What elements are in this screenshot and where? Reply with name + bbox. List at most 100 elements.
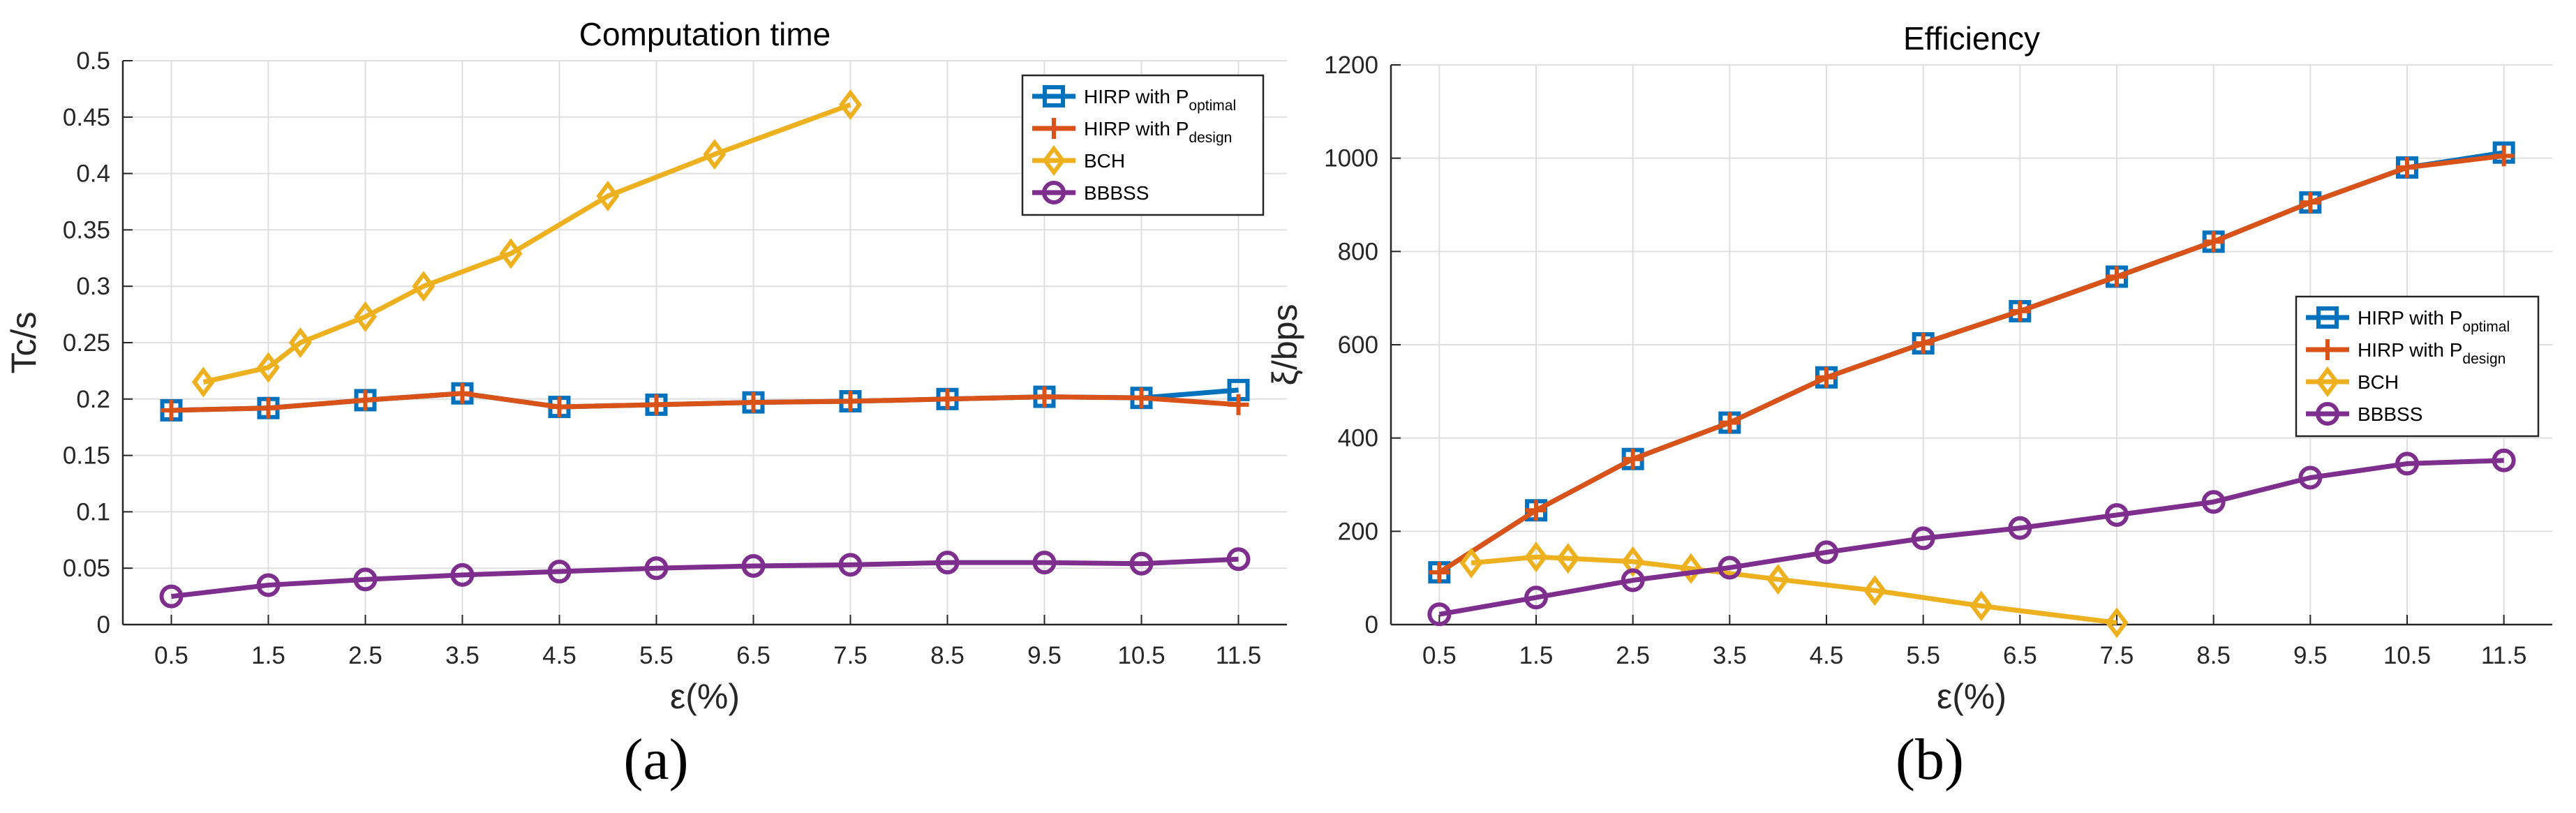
data-point	[703, 139, 727, 170]
data-point	[840, 391, 861, 412]
data-point	[2201, 490, 2226, 514]
data-point	[644, 556, 669, 581]
data-point	[256, 573, 281, 597]
panel-label-b: (b)	[1896, 727, 1964, 792]
y-axis-label: Tc/s	[4, 312, 43, 374]
x-tick-label: 10.5	[1117, 642, 1165, 669]
y-tick-label: 0.3	[76, 273, 110, 300]
data-point	[2317, 339, 2338, 360]
data-point	[2008, 516, 2032, 540]
data-point	[1524, 542, 1548, 573]
legend-entry: BBBSS	[1032, 181, 1149, 204]
y-tick-label: 0	[97, 611, 110, 639]
data-point	[258, 397, 279, 419]
chart-title: Computation time	[579, 16, 831, 52]
data-point	[1621, 546, 1645, 577]
x-tick-label: 11.5	[2481, 642, 2527, 669]
data-point	[2203, 231, 2224, 253]
series-line	[1438, 458, 2504, 617]
data-point	[2316, 306, 2339, 329]
data-point	[1129, 551, 1154, 576]
data-point	[741, 553, 766, 578]
y-tick-label: 0	[1365, 611, 1378, 639]
data-point	[2316, 366, 2339, 397]
data-point	[1679, 553, 1703, 584]
legend-label: BBBSS	[2358, 403, 2422, 425]
legend-subscript: design	[2462, 351, 2506, 367]
legend-label: BCH	[2358, 371, 2399, 393]
x-tick-label: 0.5	[1422, 642, 1457, 669]
data-point	[1621, 568, 1645, 592]
data-point	[1718, 555, 1742, 580]
data-point	[2395, 452, 2419, 476]
series-line	[1438, 153, 2505, 575]
data-point	[1043, 118, 1064, 139]
x-tick-label: 6.5	[2003, 642, 2037, 669]
data-point	[1032, 551, 1057, 575]
series-bch	[191, 89, 862, 398]
x-tick-label: 3.5	[445, 642, 479, 669]
data-point	[2298, 465, 2323, 490]
y-tick-label: 200	[1338, 518, 1378, 545]
data-point	[1043, 85, 1065, 107]
data-point	[1766, 564, 1790, 595]
y-tick-label: 800	[1338, 238, 1378, 265]
y-tick-label: 400	[1338, 425, 1378, 452]
data-point	[1524, 585, 1548, 610]
data-point	[1556, 543, 1580, 574]
series-hirp-with-p-design	[1429, 145, 2515, 583]
x-tick-label: 2.5	[348, 642, 382, 669]
y-tick-label: 1200	[1324, 52, 1378, 79]
x-tick-label: 1.5	[251, 642, 285, 669]
series-bch	[1459, 542, 2129, 639]
data-point	[257, 352, 280, 383]
x-tick-label: 10.5	[2383, 642, 2431, 669]
data-point	[839, 89, 862, 121]
x-tick-label: 5.5	[639, 642, 673, 669]
data-point	[354, 301, 377, 332]
x-axis-label: ε(%)	[1937, 677, 2007, 716]
data-point	[935, 551, 960, 575]
data-point	[161, 399, 182, 421]
data-point	[1719, 412, 1741, 433]
x-tick-label: 11.5	[1216, 642, 1262, 669]
legend-label: BCH	[1084, 150, 1125, 172]
data-point	[1226, 547, 1251, 572]
legend-subscript: design	[1189, 130, 1232, 146]
data-point	[353, 567, 378, 592]
y-tick-label: 0.5	[76, 47, 110, 75]
data-point	[1429, 562, 1450, 583]
data-point	[1042, 145, 1066, 176]
data-point	[2397, 157, 2418, 179]
y-tick-label: 0.15	[63, 442, 110, 470]
data-point	[1816, 366, 1837, 388]
data-point	[452, 382, 473, 404]
data-point	[838, 553, 863, 577]
y-tick-label: 1000	[1324, 145, 1378, 172]
series-line	[171, 556, 1239, 599]
legend-label: BBBSS	[1084, 182, 1149, 204]
data-point	[191, 366, 215, 398]
data-point	[1912, 332, 1934, 354]
series-line	[171, 391, 1239, 413]
data-point	[450, 562, 475, 587]
legend-subscript: optimal	[1189, 98, 1236, 114]
data-point	[549, 396, 570, 418]
legend-entry: BCH	[2306, 366, 2399, 397]
x-tick-label: 0.5	[154, 642, 188, 669]
x-tick-label: 8.5	[2196, 642, 2231, 669]
data-point	[2300, 192, 2321, 214]
legend-entry: BCH	[1032, 145, 1125, 176]
data-point	[2493, 145, 2515, 167]
data-point	[499, 238, 523, 269]
y-tick-label: 0.2	[76, 386, 110, 413]
y-axis-label: ξ/bps	[1265, 304, 1304, 386]
x-tick-label: 5.5	[1906, 642, 1940, 669]
x-tick-label: 7.5	[2100, 642, 2134, 669]
chart-computation-time: 0.5 1.5 2.5 3.5 4.5 5.5 6.5 7.5 8.5 9.5 10.5 11.5 0 0…	[4, 16, 1287, 716]
chart-title: Efficiency	[1903, 20, 2040, 57]
x-axis-label: ε(%)	[670, 677, 740, 716]
data-point	[2106, 266, 2127, 288]
